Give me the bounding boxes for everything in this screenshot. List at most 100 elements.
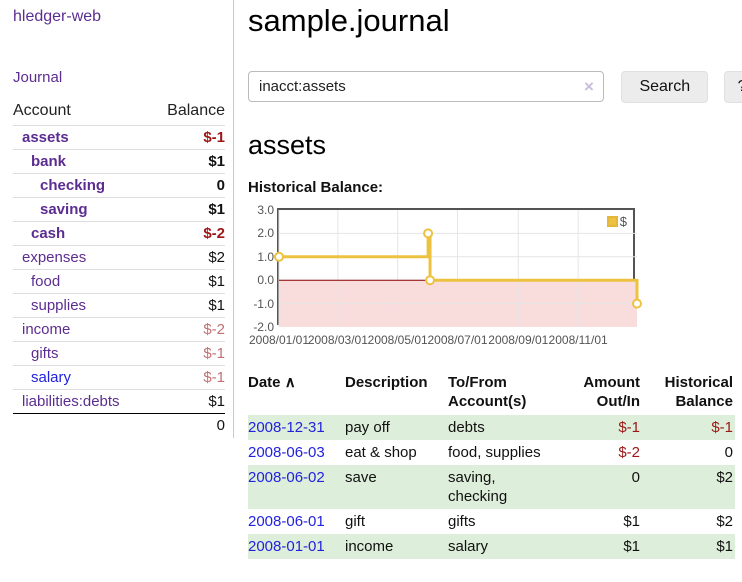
register-accounts-cell: gifts bbox=[448, 513, 476, 530]
account-link[interactable]: food bbox=[31, 273, 61, 290]
account-row: expenses $2 bbox=[13, 245, 225, 270]
search-input[interactable] bbox=[248, 71, 604, 102]
account-row: income $-2 bbox=[13, 317, 225, 342]
accounts-total-spacer bbox=[13, 413, 151, 437]
y-axis-tick-label: -1.0 bbox=[253, 296, 274, 311]
account-link[interactable]: salary bbox=[31, 369, 72, 386]
account-link[interactable]: bank bbox=[31, 153, 67, 170]
nav-journal-link[interactable]: Journal bbox=[13, 69, 63, 86]
x-axis-tick-label: 2008/03/01 bbox=[307, 333, 368, 347]
y-axis-tick-label: -2.0 bbox=[253, 320, 274, 334]
transaction-date-link[interactable]: 2008-06-01 bbox=[248, 513, 325, 530]
help-button[interactable]: ? bbox=[723, 71, 742, 103]
register-accounts-cell: debts bbox=[448, 419, 485, 436]
account-row: cash $-2 bbox=[13, 221, 225, 246]
account-link[interactable]: expenses bbox=[22, 249, 87, 266]
register-amount-cell: $1 bbox=[623, 513, 640, 530]
y-axis-tick-label: 0.0 bbox=[257, 273, 274, 288]
account-balance: $1 bbox=[150, 389, 225, 414]
y-axis-tick-label: 3.0 bbox=[257, 203, 274, 217]
register-row: 2008-06-03 eat & shop food, supplies $-2 0 bbox=[248, 440, 735, 465]
historical-balance-chart: $ 3.0 2.0 1.0 0.0 -1.0 -2.0 2008/01/01 2008/03… bbox=[248, 203, 718, 354]
transaction-date-link[interactable]: 2008-12-31 bbox=[248, 419, 325, 436]
register-description-cell: eat & shop bbox=[345, 444, 417, 461]
account-balance: $2 bbox=[150, 245, 225, 270]
register-amount-cell: 0 bbox=[631, 469, 640, 486]
clear-icon[interactable]: × bbox=[584, 77, 594, 96]
account-link[interactable]: assets bbox=[22, 129, 69, 146]
register-row: 2008-06-02 save saving, checking 0 $2 bbox=[248, 465, 735, 509]
account-balance: $1 bbox=[150, 293, 225, 318]
register-accounts-cell: saving, checking bbox=[448, 469, 508, 505]
register-accounts-cell: food, supplies bbox=[448, 444, 541, 461]
data-point-marker[interactable] bbox=[425, 275, 436, 286]
account-balance: $-1 bbox=[150, 341, 225, 366]
account-heading: assets bbox=[248, 130, 327, 160]
account-link[interactable]: saving bbox=[40, 201, 88, 218]
register-header-description: Description bbox=[345, 374, 428, 391]
register-description-cell: pay off bbox=[345, 419, 390, 436]
chart-legend: $ bbox=[603, 213, 630, 230]
legend-label: $ bbox=[619, 214, 627, 229]
search-button[interactable]: Search bbox=[621, 71, 709, 103]
account-link[interactable]: cash bbox=[31, 225, 66, 242]
data-point-marker[interactable] bbox=[274, 251, 284, 262]
register-date-cell: 2008-06-02 bbox=[248, 465, 345, 509]
account-row: supplies $1 bbox=[13, 293, 225, 318]
account-row: saving $1 bbox=[13, 197, 225, 222]
account-row: food $1 bbox=[13, 269, 225, 294]
data-point-marker[interactable] bbox=[423, 228, 434, 239]
accounts-header-row: Account Balance bbox=[13, 100, 225, 126]
chart-plot-area[interactable]: $ bbox=[274, 208, 642, 327]
account-balance: $-1 bbox=[150, 125, 225, 150]
data-point-marker[interactable] bbox=[632, 298, 642, 309]
x-axis-tick-label: 2008/07/01 bbox=[427, 333, 488, 347]
account-balance: $-2 bbox=[150, 317, 225, 342]
account-balance: $-2 bbox=[150, 221, 225, 246]
y-axis-tick-label: 1.0 bbox=[257, 249, 274, 264]
account-balance: $-1 bbox=[150, 365, 225, 390]
register-header-date-label: Date bbox=[248, 374, 281, 391]
register-row: 2008-06-01 gift gifts $1 $2 bbox=[248, 509, 735, 534]
account-balance: $1 bbox=[150, 269, 225, 294]
search-form: × Search ? bbox=[248, 71, 742, 103]
accounts-total-value: 0 bbox=[150, 413, 225, 437]
app-brand-link[interactable]: hledger-web bbox=[13, 8, 102, 25]
register-balance-cell: $2 bbox=[716, 469, 733, 486]
account-row: liabilities:debts $1 bbox=[13, 389, 225, 414]
register-date-cell: 2008-01-01 bbox=[248, 534, 345, 559]
chart-canvas[interactable] bbox=[274, 210, 642, 327]
register-description-cell: income bbox=[345, 538, 394, 555]
register-amount-cell: $-2 bbox=[618, 444, 640, 461]
page-title: sample.journal bbox=[248, 3, 450, 38]
account-link[interactable]: supplies bbox=[31, 297, 87, 314]
accounts-table: Account Balance assets $-1 bank $1 checking 0… bbox=[13, 100, 225, 437]
y-axis-tick-label: 2.0 bbox=[257, 226, 274, 241]
register-row: 2008-01-01 income salary $1 $1 bbox=[248, 534, 735, 559]
register-header-amount: Amount Out/In bbox=[583, 374, 640, 410]
transaction-date-link[interactable]: 2008-06-03 bbox=[248, 444, 325, 461]
sort-asc-icon: ∧ bbox=[284, 374, 296, 391]
register-header-date[interactable]: Date ∧ bbox=[248, 371, 345, 415]
account-row: assets $-1 bbox=[13, 125, 225, 150]
sidebar-divider bbox=[233, 0, 234, 438]
account-balance: $1 bbox=[150, 197, 225, 222]
accounts-total-row: 0 bbox=[13, 413, 225, 437]
account-row: gifts $-1 bbox=[13, 341, 225, 366]
accounts-header-balance: Balance bbox=[167, 102, 225, 119]
transaction-date-link[interactable]: 2008-01-01 bbox=[248, 538, 325, 555]
register-amount-cell: $1 bbox=[623, 538, 640, 555]
register-header-accounts: To/From Account(s) bbox=[448, 374, 527, 410]
transaction-date-link[interactable]: 2008-06-02 bbox=[248, 469, 325, 486]
register-header-row: Date ∧ Description To/From Account(s) Am… bbox=[248, 371, 735, 415]
register-description-cell: save bbox=[345, 469, 377, 486]
account-link[interactable]: liabilities:debts bbox=[22, 393, 120, 410]
account-row: bank $1 bbox=[13, 149, 225, 174]
sidebar: hledger-web Journal Account Balance asse… bbox=[13, 8, 225, 437]
account-link[interactable]: gifts bbox=[31, 345, 59, 362]
account-link[interactable]: income bbox=[22, 321, 71, 338]
account-link[interactable]: checking bbox=[40, 177, 106, 194]
x-axis-tick-label: 2008/09/01 bbox=[488, 333, 549, 347]
account-row: checking 0 bbox=[13, 173, 225, 198]
register-description-cell: gift bbox=[345, 513, 366, 530]
